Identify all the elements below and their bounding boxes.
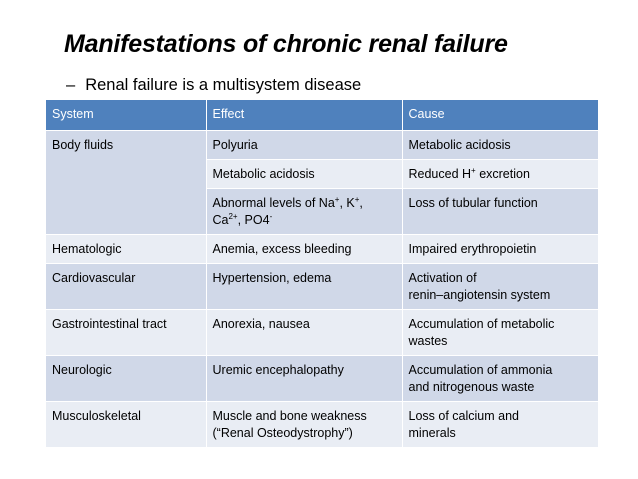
header-system: System [46, 100, 207, 131]
effect-text: , [359, 196, 363, 210]
effect-cell: Hypertension, edema [206, 263, 403, 310]
cause-line: Loss of calcium and [408, 409, 519, 423]
superscript-charge: + [334, 194, 340, 204]
slide-title: Manifestations of chronic renal failure [64, 30, 508, 58]
cause-cell: Metabolic acidosis [402, 130, 598, 160]
effect-line: (“Renal Osteodystrophy”) [212, 426, 353, 440]
table-row: Hematologic Anemia, excess bleeding Impa… [46, 234, 598, 264]
system-cell: Hematologic [46, 234, 207, 264]
table-header-row: System Effect Cause [46, 100, 598, 131]
effect-text: , PO4 [237, 213, 270, 227]
table-row: Neurologic Uremic encephalopathy Accumul… [46, 355, 598, 402]
slide-subtitle: – Renal failure is a multisystem disease [66, 76, 361, 95]
cause-cell: Accumulation of ammonia and nitrogenous w… [402, 355, 598, 402]
effect-cell: Anemia, excess bleeding [206, 234, 403, 264]
header-cause: Cause [402, 100, 598, 131]
effect-text: Ca [212, 213, 229, 227]
table-row-body-fluids-3: Abnormal levels of Na+, K+, Ca2+, PO4- Lo… [46, 188, 598, 235]
superscript-charge: - [269, 211, 273, 221]
cause-line: and nitrogenous waste [408, 380, 535, 394]
subtitle-text: Renal failure is a multisystem disease [85, 76, 362, 94]
cause-text: Reduced H [408, 167, 472, 181]
effect-line: Muscle and bone weakness [212, 409, 367, 423]
table-row: Musculoskeletal Muscle and bone weakness… [46, 401, 598, 447]
system-cell: Cardiovascular [46, 263, 207, 310]
cause-line: Accumulation of ammonia [408, 363, 553, 377]
table-row-body-fluids-1: Body fluids Polyuria Metabolic acidosis [46, 130, 598, 235]
cause-cell: Loss of calcium and minerals [402, 401, 598, 447]
system-cell: Gastrointestinal tract [46, 309, 207, 356]
effect-text: , K [339, 196, 355, 210]
effect-cell: Uremic encephalopathy [206, 355, 403, 402]
effect-cell: Polyuria [206, 130, 403, 160]
cause-cell: Loss of tubular function [402, 188, 598, 235]
effect-cell: Metabolic acidosis [206, 159, 403, 189]
cause-line: renin–angiotensin system [408, 288, 551, 302]
cause-line: Accumulation of metabolic [408, 317, 555, 331]
table-row: Gastrointestinal tract Anorexia, nausea … [46, 309, 598, 356]
cause-cell: Accumulation of metabolic wastes [402, 309, 598, 356]
table-row-body-fluids-2: Metabolic acidosis Reduced H+ excretion [46, 159, 598, 189]
effect-text: Abnormal levels of Na [212, 196, 335, 210]
superscript-charge: + [471, 165, 476, 175]
effect-cell: Anorexia, nausea [206, 309, 403, 356]
cause-line: minerals [408, 426, 456, 440]
bullet-dash: – [66, 76, 76, 94]
cause-cell: Impaired erythropoietin [402, 234, 598, 264]
table-row: Cardiovascular Hypertension, edema Activ… [46, 263, 598, 310]
system-cell: Musculoskeletal [46, 401, 207, 447]
cause-cell: Activation of renin–angiotensin system [402, 263, 598, 310]
header-effect: Effect [206, 100, 403, 131]
effect-cell: Abnormal levels of Na+, K+, Ca2+, PO4- [206, 188, 403, 235]
cause-line: wastes [408, 334, 448, 348]
system-cell-body-fluids: Body fluids [46, 130, 207, 235]
cause-cell: Reduced H+ excretion [402, 159, 598, 189]
manifestations-table: System Effect Cause Body fluids Polyuria… [46, 100, 598, 447]
superscript-charge: + [354, 194, 360, 204]
superscript-charge: 2+ [228, 211, 238, 221]
effect-cell: Muscle and bone weakness (“Renal Osteodys… [206, 401, 403, 447]
cause-text: excretion [475, 167, 530, 181]
system-cell: Neurologic [46, 355, 207, 402]
cause-line: Activation of [408, 271, 477, 285]
